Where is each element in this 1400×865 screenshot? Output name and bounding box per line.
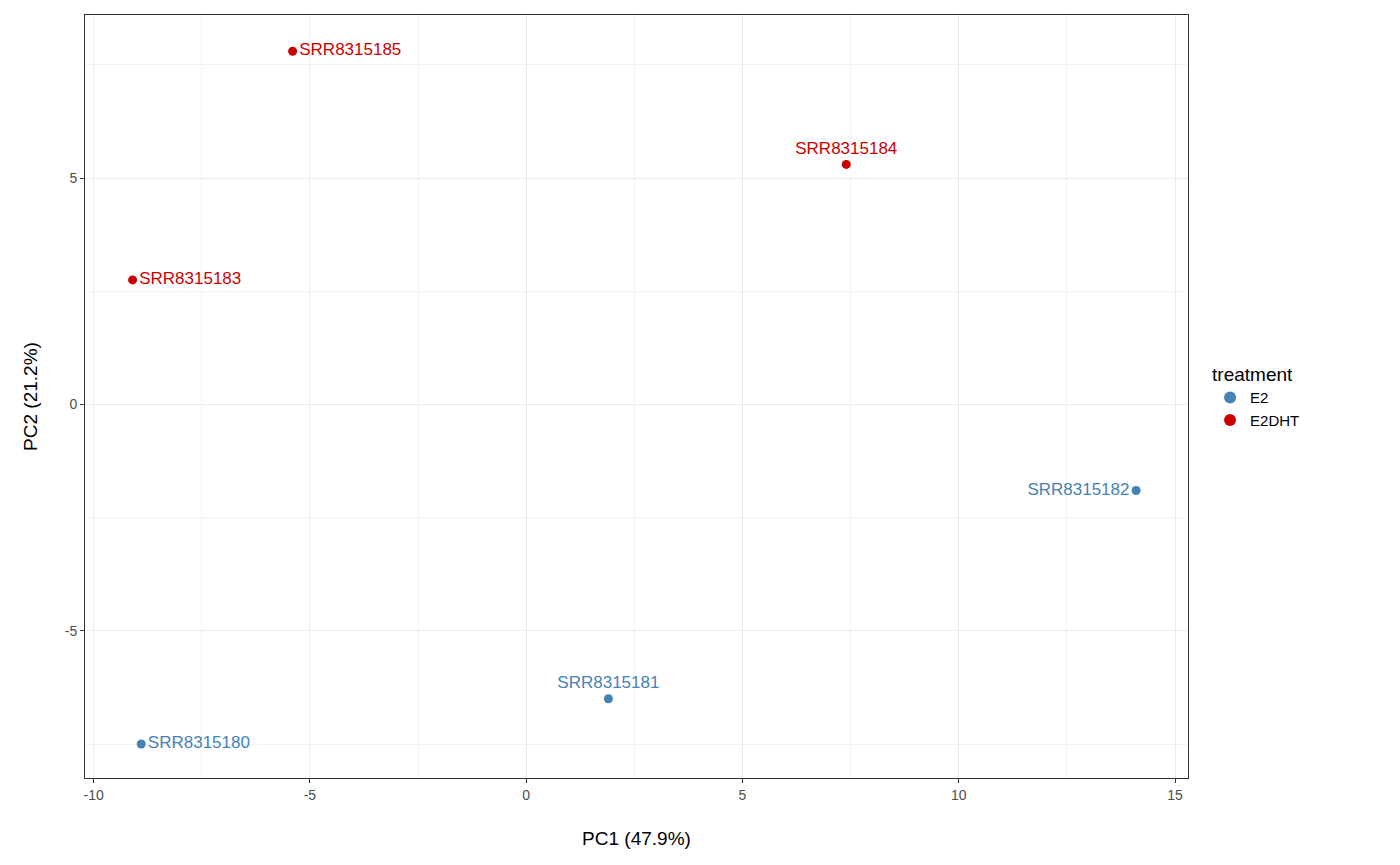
- svg-text:SRR8315180: SRR8315180: [148, 733, 250, 752]
- svg-text:SRR8315184: SRR8315184: [795, 139, 897, 158]
- svg-text:E2DHT: E2DHT: [1250, 412, 1299, 429]
- svg-text:SRR8315183: SRR8315183: [139, 269, 241, 288]
- svg-text:15: 15: [1167, 787, 1183, 803]
- svg-text:treatment: treatment: [1212, 364, 1293, 385]
- svg-text:SRR8315181: SRR8315181: [557, 673, 659, 692]
- svg-text:SRR8315185: SRR8315185: [299, 40, 401, 59]
- svg-text:PC1 (47.9%): PC1 (47.9%): [582, 828, 691, 849]
- svg-text:E2: E2: [1250, 389, 1268, 406]
- svg-text:0: 0: [522, 787, 530, 803]
- svg-text:-10: -10: [84, 787, 104, 803]
- svg-text:PC2 (21.2%): PC2 (21.2%): [20, 342, 41, 451]
- svg-text:SRR8315182: SRR8315182: [1027, 480, 1129, 499]
- svg-text:10: 10: [951, 787, 967, 803]
- svg-text:0: 0: [69, 396, 77, 412]
- svg-text:-5: -5: [65, 623, 78, 639]
- svg-text:-5: -5: [304, 787, 317, 803]
- svg-text:5: 5: [739, 787, 747, 803]
- svg-text:5: 5: [69, 170, 77, 186]
